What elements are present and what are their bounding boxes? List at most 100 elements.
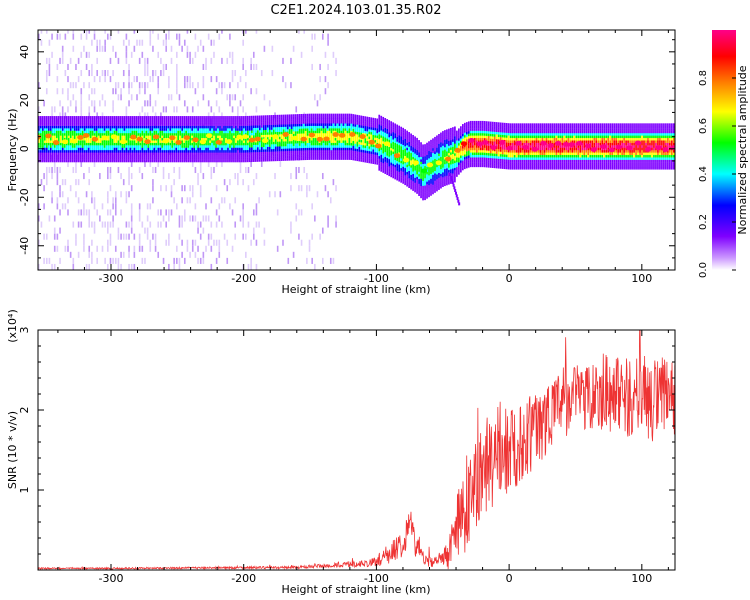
spectrogram-cell xyxy=(342,113,345,117)
spectrogram-cell xyxy=(169,133,172,136)
spectrogram-cell xyxy=(49,128,52,131)
spectrogram-noise-cell xyxy=(210,245,213,252)
spectrogram-noise-cell xyxy=(194,251,197,258)
spectrogram-cell xyxy=(219,116,221,119)
spectrogram-cell xyxy=(440,137,442,140)
spectrogram-cell xyxy=(197,154,199,158)
spectrogram-cell xyxy=(252,115,255,119)
spectrogram-cell xyxy=(422,161,424,164)
spectrogram-cell xyxy=(270,129,273,133)
spectrogram-noise-cell xyxy=(99,39,101,46)
spectrogram-noise-cell xyxy=(202,76,205,83)
spectrogram-cell xyxy=(103,130,106,134)
spectrogram-cell xyxy=(173,120,176,124)
spectrogram-cell xyxy=(270,156,273,159)
spectrogram-cell xyxy=(358,132,361,135)
spectrogram-cell xyxy=(107,159,110,163)
spectrogram-noise-cell xyxy=(298,30,300,34)
spectrogram-cell xyxy=(444,151,446,155)
spectrogram-cell xyxy=(420,193,422,196)
spectrogram-cell xyxy=(223,120,225,124)
spectrogram-noise-cell xyxy=(59,112,61,119)
spectrogram-cell xyxy=(362,145,365,148)
spectrogram-cell xyxy=(133,147,136,151)
spectrogram-cell xyxy=(199,130,201,134)
spectrogram-cell xyxy=(235,152,237,156)
spectrogram-noise-cell xyxy=(199,233,202,240)
spectrogram-cell xyxy=(189,118,191,122)
spectrogram-cell xyxy=(227,137,229,141)
spectrogram-cell xyxy=(314,140,317,143)
spectrogram-cell xyxy=(203,147,205,151)
spectrogram-noise-cell xyxy=(53,160,56,167)
spectrogram-cell xyxy=(434,139,436,142)
spectrogram-cell xyxy=(332,154,335,158)
spectrogram-cell xyxy=(155,125,158,129)
spectrogram-noise-cell xyxy=(202,215,205,222)
spectrogram-noise-cell xyxy=(218,215,221,222)
spectrogram-cell xyxy=(260,142,263,145)
spectrogram-noise-cell xyxy=(157,76,160,83)
spectrogram-cell xyxy=(262,117,265,121)
spectrogram-cell xyxy=(376,120,379,124)
spectrogram-cell xyxy=(398,169,401,172)
spectrogram-cell xyxy=(73,133,76,136)
spectrogram-cell xyxy=(57,133,60,136)
spectrogram-cell xyxy=(410,186,412,190)
spectrogram-noise-cell xyxy=(242,39,244,46)
spectrogram-cell xyxy=(165,147,168,151)
spectrogram-cell xyxy=(209,128,211,131)
spectrogram-noise-cell xyxy=(48,63,51,70)
spectrogram-cell xyxy=(205,145,207,148)
spectrogram-cell xyxy=(111,130,114,134)
spectrogram-cell xyxy=(153,116,156,119)
spectrogram-cell xyxy=(205,159,207,163)
spectrogram-cell xyxy=(101,150,104,153)
spectrogram-cell xyxy=(205,133,207,136)
spectrogram-cell xyxy=(89,116,92,119)
spectrogram-noise-cell xyxy=(290,221,292,228)
spectrogram-cell xyxy=(414,138,416,142)
spectrogram-noise-cell xyxy=(178,39,181,46)
spectrogram-noise-cell xyxy=(186,30,189,34)
spectrogram-noise-cell xyxy=(144,227,146,234)
spectrogram-cell xyxy=(258,122,261,126)
spectrogram-cell xyxy=(193,130,195,134)
spectrogram-cell xyxy=(49,150,52,153)
spectrogram-cell xyxy=(406,137,408,141)
spectrogram-cell xyxy=(306,118,309,122)
spectrogram-cell xyxy=(67,159,70,163)
spectrogram-cell xyxy=(382,131,385,135)
spectrogram-noise-cell xyxy=(207,100,210,107)
spectrogram-noise-cell xyxy=(93,76,96,83)
spectrogram-cell xyxy=(426,145,428,148)
spectrogram-cell xyxy=(332,135,335,139)
spectrogram-cell xyxy=(83,120,86,124)
spectrogram-cell xyxy=(215,123,217,126)
spectrogram-cell xyxy=(250,142,253,146)
spectrogram-noise-cell xyxy=(107,227,109,234)
spectrogram-cell xyxy=(308,130,311,134)
spectrogram-cell xyxy=(254,125,257,128)
spectrogram-cell xyxy=(284,121,287,125)
spectrogram-cell xyxy=(159,140,162,143)
spectrogram-noise-cell xyxy=(112,221,114,228)
spectrogram-noise-cell xyxy=(231,245,234,252)
spectrogram-cell xyxy=(159,142,162,146)
spectrogram-cell xyxy=(55,116,58,119)
spectrogram-cell xyxy=(362,128,365,131)
spectrogram-noise-cell xyxy=(43,173,45,180)
spectrogram-cell xyxy=(260,132,263,135)
spectrogram-cell xyxy=(131,157,134,160)
spectrogram-noise-cell xyxy=(298,233,300,240)
spectrogram-noise-cell xyxy=(96,39,98,46)
spectrogram-cell xyxy=(139,154,142,158)
spectrogram-cell xyxy=(276,131,279,135)
spectrogram-cell xyxy=(231,145,233,148)
spectrogram-cell xyxy=(41,157,44,160)
spectrogram-cell xyxy=(43,147,46,151)
spectrogram-cell xyxy=(231,152,233,156)
spectrogram-cell xyxy=(280,124,283,127)
spectrogram-cell xyxy=(223,135,225,139)
spectrogram-cell xyxy=(438,177,440,181)
